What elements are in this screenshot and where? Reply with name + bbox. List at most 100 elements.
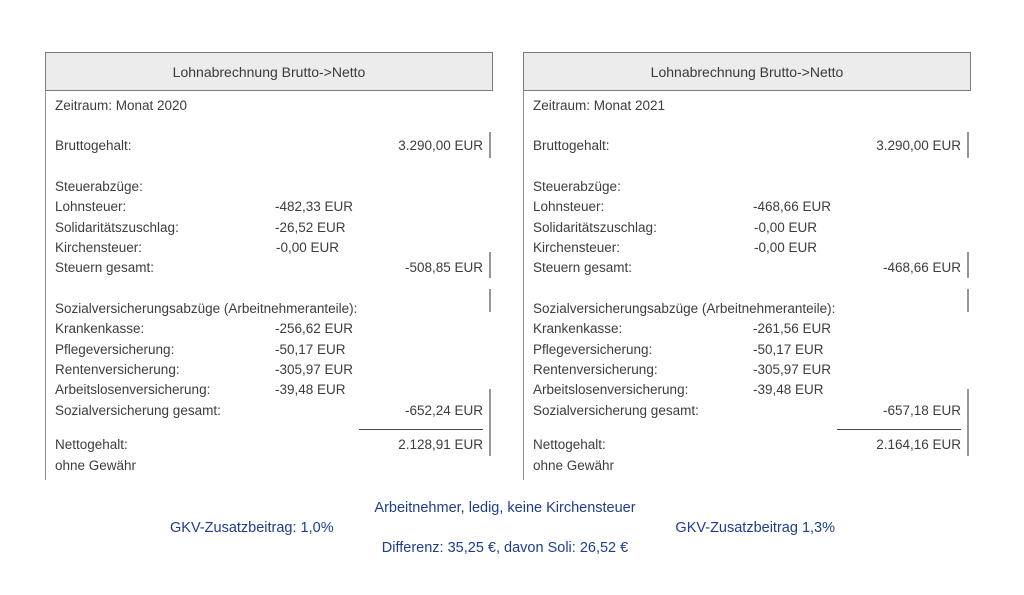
- arbeitslosen-value: -39,48 EUR: [275, 382, 346, 398]
- soli-label: Solidaritätszuschlag:: [533, 219, 657, 235]
- netto-row: Nettogehalt: 2.164,16 EUR: [533, 435, 971, 455]
- sum-rule: [837, 429, 961, 431]
- arbeitslosen-label: Arbeitslosenversicherung:: [533, 382, 689, 398]
- lohnsteuer-label: Lohnsteuer:: [55, 199, 127, 215]
- gkv-2021-label: GKV-Zusatzbeitrag 1,3%: [675, 520, 835, 536]
- soli-value: -0,00 EUR: [753, 219, 817, 235]
- pflege-value: -50,17 EUR: [753, 341, 824, 357]
- disclaimer-label: ohne Gewähr: [533, 457, 615, 473]
- lohnsteuer-row: Lohnsteuer: -482,33 EUR: [55, 197, 493, 217]
- steuern-gesamt-value: -508,85 EUR: [404, 260, 483, 276]
- renten-value: -305,97 EUR: [753, 362, 832, 378]
- payslip-panel-2020: Lohnabrechnung Brutto->Netto Zeitraum: M…: [45, 52, 493, 481]
- sozial-gesamt-label: Sozialversicherung gesamt:: [533, 402, 699, 418]
- renten-row: Rentenversicherung: -305,97 EUR: [533, 360, 971, 380]
- brutto-value: 3.290,00 EUR: [398, 138, 483, 154]
- kirchensteuer-label: Kirchensteuer:: [55, 240, 143, 256]
- netto-value: 2.128,91 EUR: [398, 437, 483, 453]
- steuern-gesamt-row: Steuern gesamt: -508,85 EUR: [55, 258, 493, 278]
- panel-title: Lohnabrechnung Brutto->Netto: [45, 52, 493, 91]
- kirchensteuer-label: Kirchensteuer:: [533, 240, 621, 256]
- sozial-gesamt-label: Sozialversicherung gesamt:: [55, 402, 221, 418]
- steuer-section-label: Steuerabzüge:: [533, 178, 621, 194]
- pflege-row: Pflegeversicherung: -50,17 EUR: [55, 340, 493, 360]
- column-separator-tick: [967, 132, 969, 158]
- kirchensteuer-value: -0,00 EUR: [275, 240, 339, 256]
- brutto-row: Bruttogehalt: 3.290,00 EUR: [533, 136, 971, 156]
- brutto-value: 3.290,00 EUR: [876, 138, 961, 154]
- footer-notes: Arbeitnehmer, ledig, keine Kirchensteuer…: [0, 498, 1024, 558]
- sozial-section-label: Sozialversicherungsabzüge (Arbeitnehmera…: [533, 300, 836, 316]
- renten-value: -305,97 EUR: [275, 362, 354, 378]
- sozial-gesamt-row: Sozialversicherung gesamt: -652,24 EUR: [55, 401, 493, 421]
- sozial-gesamt-value: -652,24 EUR: [404, 402, 483, 418]
- renten-label: Rentenversicherung:: [55, 362, 180, 378]
- krankenkasse-label: Krankenkasse:: [55, 321, 145, 337]
- lohnsteuer-value: -482,33 EUR: [275, 199, 354, 215]
- soli-row: Solidaritätszuschlag: -0,00 EUR: [533, 218, 971, 238]
- column-separator-tick: [489, 252, 491, 278]
- disclaimer-row: ohne Gewähr: [533, 456, 971, 476]
- column-separator-tick: [967, 252, 969, 278]
- steuer-section-label: Steuerabzüge:: [55, 178, 143, 194]
- krankenkasse-row: Krankenkasse: -256,62 EUR: [55, 319, 493, 339]
- pflege-label: Pflegeversicherung:: [55, 341, 175, 357]
- steuern-gesamt-label: Steuern gesamt:: [533, 260, 633, 276]
- footer-gkv-row: GKV-Zusatzbeitrag: 1,0% GKV-Zusatzbeitra…: [0, 518, 1024, 538]
- arbeitslosen-label: Arbeitslosenversicherung:: [55, 382, 211, 398]
- column-separator-tick: [489, 289, 491, 312]
- lohnsteuer-label: Lohnsteuer:: [533, 199, 605, 215]
- krankenkasse-value: -256,62 EUR: [275, 321, 354, 337]
- arbeitslosen-row: Arbeitslosenversicherung: -39,48 EUR: [55, 380, 493, 400]
- brutto-row: Bruttogehalt: 3.290,00 EUR: [55, 136, 493, 156]
- steuer-section-row: Steuerabzüge:: [55, 177, 493, 197]
- kirchensteuer-row: Kirchensteuer: -0,00 EUR: [55, 238, 493, 258]
- sozial-section-row: Sozialversicherungsabzüge (Arbeitnehmera…: [533, 299, 971, 319]
- kirchensteuer-value: -0,00 EUR: [753, 240, 817, 256]
- steuern-gesamt-row: Steuern gesamt: -468,66 EUR: [533, 258, 971, 278]
- renten-label: Rentenversicherung:: [533, 362, 658, 378]
- disclaimer-row: ohne Gewähr: [55, 456, 493, 476]
- sum-rule: [359, 429, 483, 431]
- column-separator-tick: [967, 289, 969, 312]
- arbeitslosen-value: -39,48 EUR: [753, 382, 824, 398]
- arbeitslosen-row: Arbeitslosenversicherung: -39,48 EUR: [533, 380, 971, 400]
- renten-row: Rentenversicherung: -305,97 EUR: [55, 360, 493, 380]
- zeitraum-row: Zeitraum: Monat 2021: [533, 96, 971, 116]
- krankenkasse-row: Krankenkasse: -261,56 EUR: [533, 319, 971, 339]
- soli-row: Solidaritätszuschlag: -26,52 EUR: [55, 218, 493, 238]
- sozial-section-label: Sozialversicherungsabzüge (Arbeitnehmera…: [55, 300, 358, 316]
- pflege-label: Pflegeversicherung:: [533, 341, 653, 357]
- krankenkasse-label: Krankenkasse:: [533, 321, 623, 337]
- panel-body: Zeitraum: Monat 2020 Bruttogehalt: 3.290…: [45, 91, 493, 481]
- panel-body: Zeitraum: Monat 2021 Bruttogehalt: 3.290…: [523, 91, 971, 481]
- panel-title: Lohnabrechnung Brutto->Netto: [523, 52, 971, 91]
- column-separator-tick: [489, 132, 491, 158]
- soli-label: Solidaritätszuschlag:: [55, 219, 179, 235]
- steuer-section-row: Steuerabzüge:: [533, 177, 971, 197]
- sozial-gesamt-row: Sozialversicherung gesamt: -657,18 EUR: [533, 401, 971, 421]
- column-separator-tick: [489, 389, 491, 456]
- soli-value: -26,52 EUR: [275, 219, 346, 235]
- lohnsteuer-value: -468,66 EUR: [753, 199, 832, 215]
- footer-difference: Differenz: 35,25 €, davon Soli: 26,52 €: [381, 540, 629, 556]
- kirchensteuer-row: Kirchensteuer: -0,00 EUR: [533, 238, 971, 258]
- netto-label: Nettogehalt:: [533, 437, 606, 453]
- zeitraum-row: Zeitraum: Monat 2020: [55, 96, 493, 116]
- krankenkasse-value: -261,56 EUR: [753, 321, 832, 337]
- lohnsteuer-row: Lohnsteuer: -468,66 EUR: [533, 197, 971, 217]
- pflege-row: Pflegeversicherung: -50,17 EUR: [533, 340, 971, 360]
- brutto-label: Bruttogehalt:: [55, 138, 132, 154]
- steuern-gesamt-value: -468,66 EUR: [882, 260, 961, 276]
- payslip-panel-2021: Lohnabrechnung Brutto->Netto Zeitraum: M…: [523, 52, 971, 481]
- zeitraum-label: Zeitraum: Monat 2021: [533, 98, 666, 113]
- gkv-2020-label: GKV-Zusatzbeitrag: 1,0%: [170, 520, 334, 536]
- netto-label: Nettogehalt:: [55, 437, 128, 453]
- brutto-label: Bruttogehalt:: [533, 138, 610, 154]
- zeitraum-label: Zeitraum: Monat 2020: [55, 98, 188, 113]
- footer-assumptions: Arbeitnehmer, ledig, keine Kirchensteuer: [374, 500, 636, 516]
- column-separator-tick: [967, 389, 969, 456]
- netto-value: 2.164,16 EUR: [876, 437, 961, 453]
- brutto-mid: [275, 136, 339, 156]
- sozial-section-row: Sozialversicherungsabzüge (Arbeitnehmera…: [55, 299, 493, 319]
